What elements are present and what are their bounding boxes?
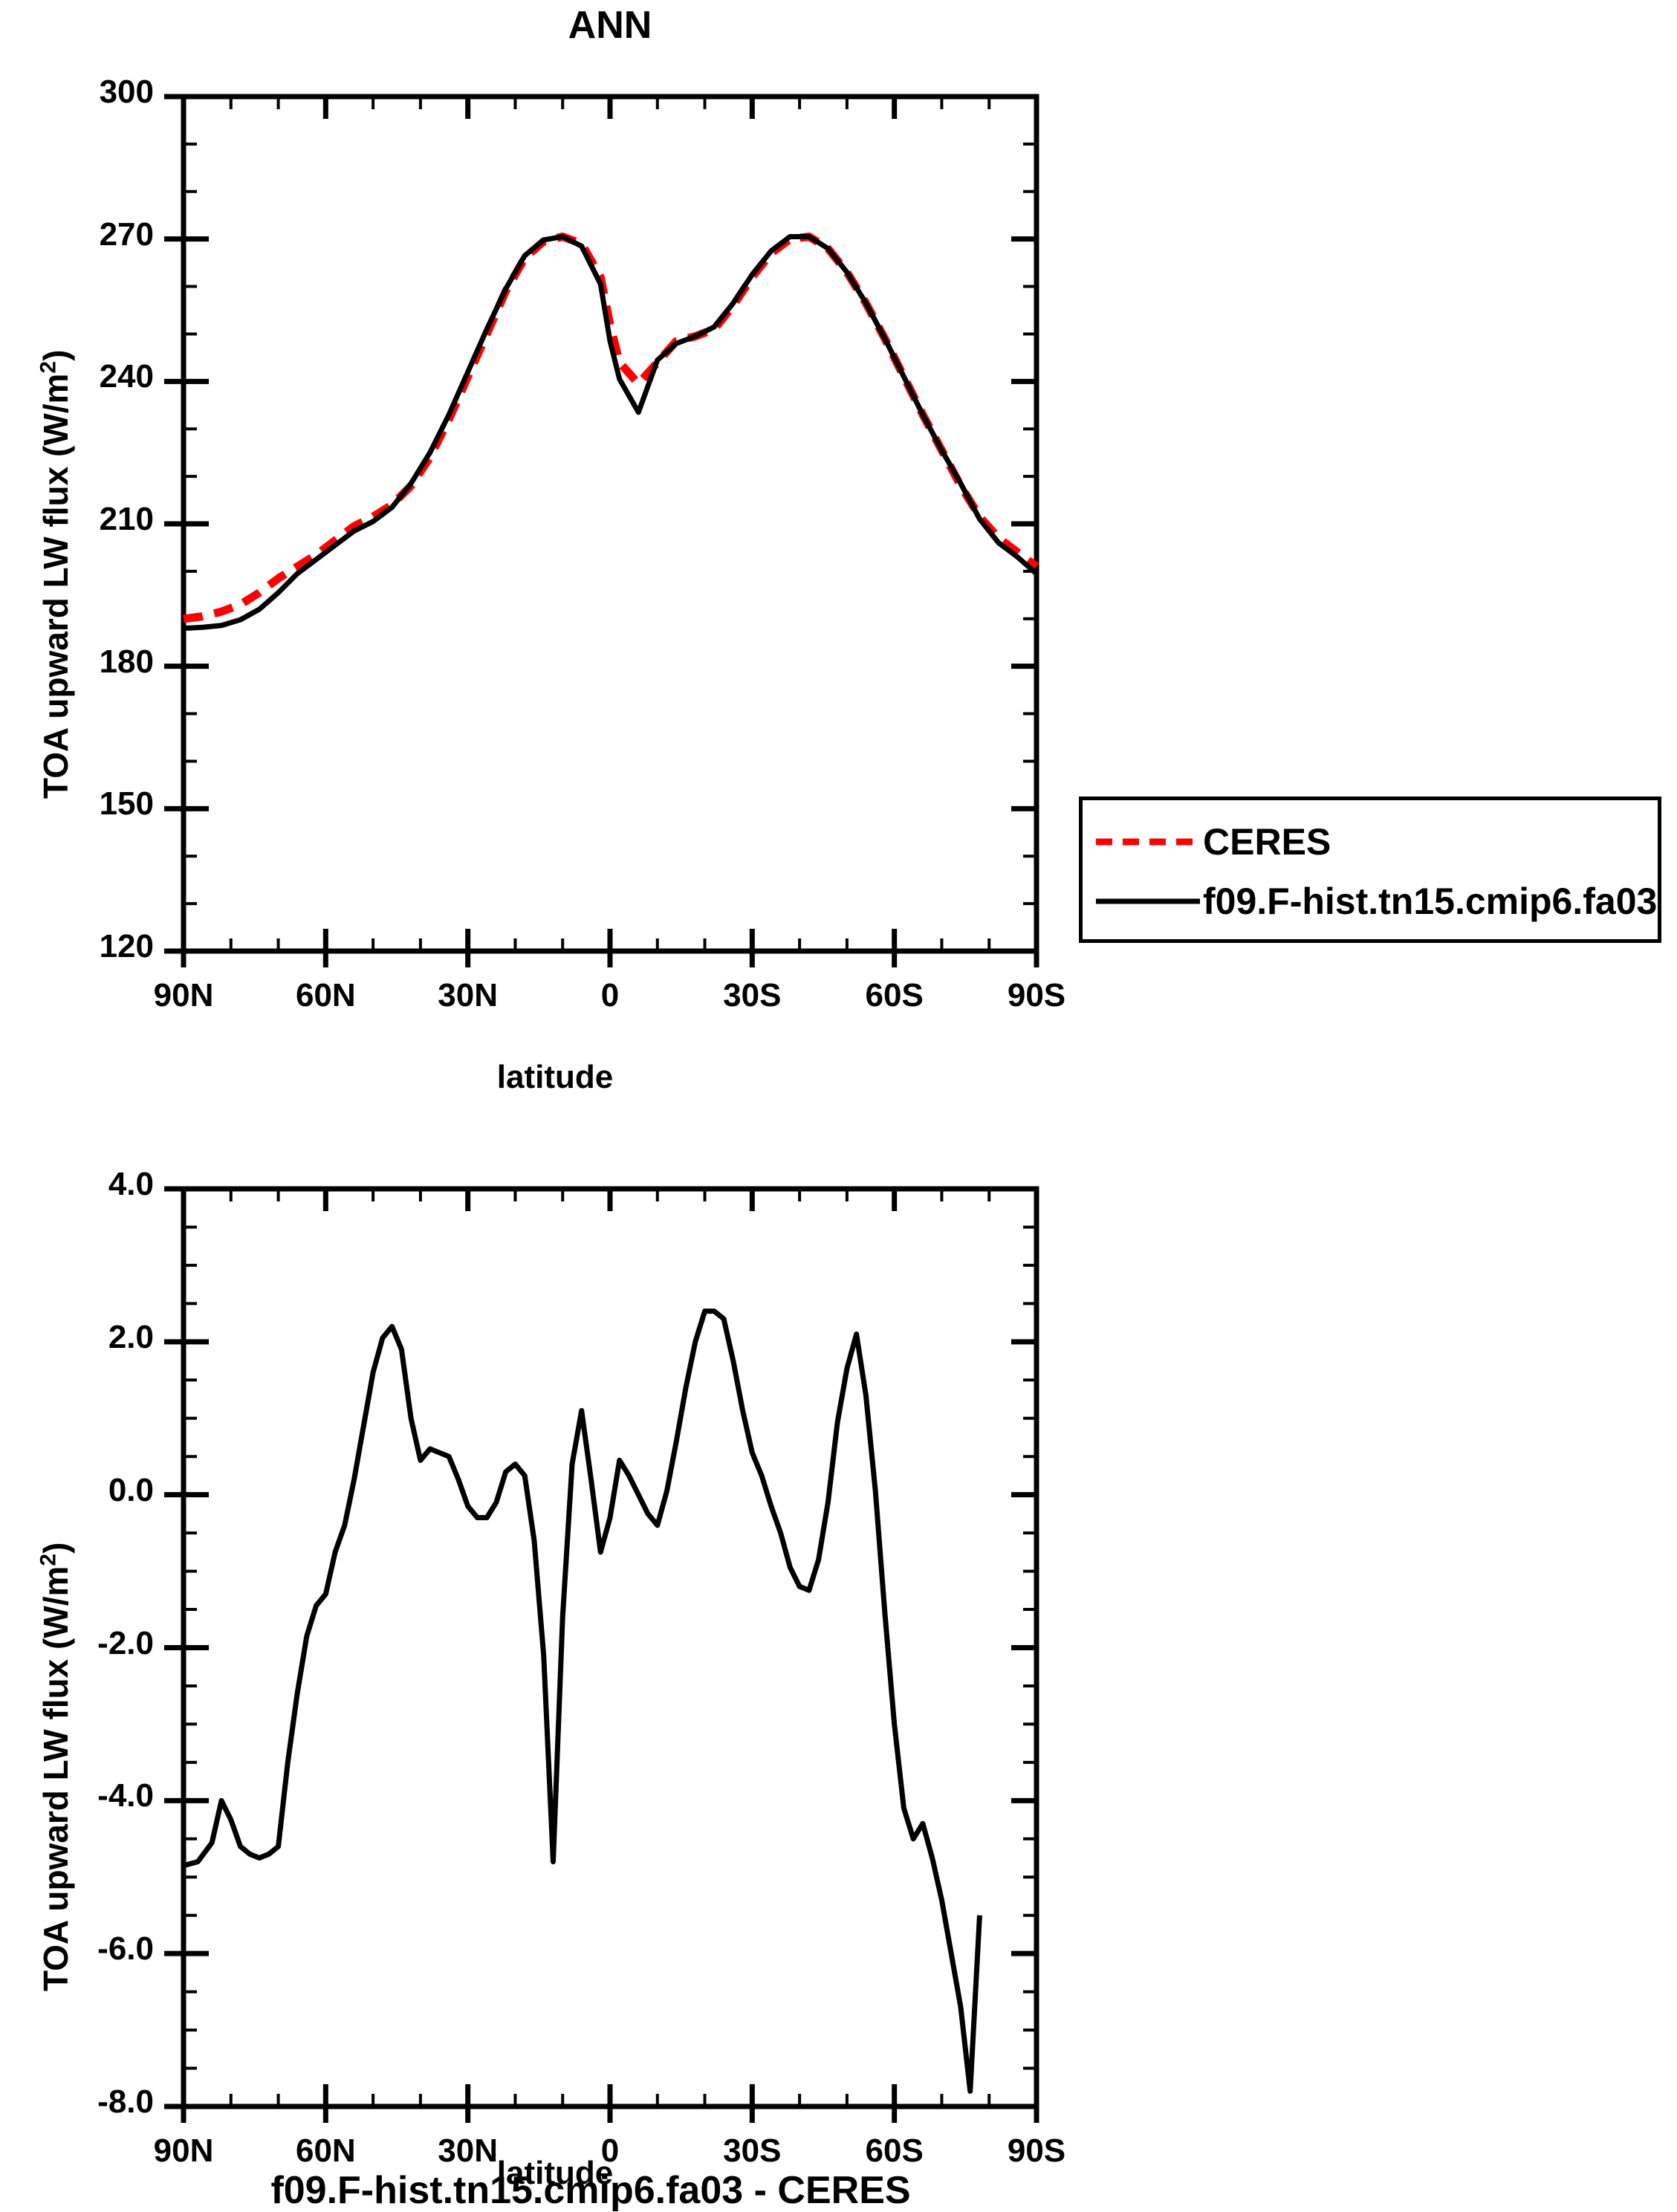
top-panel-title: ANN	[568, 4, 652, 47]
legend-label-ceres: CERES	[1203, 821, 1331, 863]
bottom-x-tick-label: 60N	[295, 2132, 356, 2169]
bottom-x-tick-label: 0	[600, 2132, 620, 2169]
legend-entry-model: f09.F-hist.tn15.cmip6.fa03	[1083, 872, 1658, 931]
bottom-y-tick-label: 4.0	[108, 1166, 154, 1202]
top-panel: ANN	[0, 0, 1115, 1115]
bottom-x-tick-label: 30S	[723, 2132, 782, 2169]
top-y-tick-label: 240	[99, 358, 154, 395]
top-y-tick-label: 210	[99, 501, 154, 537]
top-x-tick-label: 60S	[865, 977, 924, 1013]
top-y-tick-label: 300	[99, 74, 154, 110]
bottom-x-tick-label: 90S	[1007, 2132, 1066, 2169]
top-y-tick-label: 180	[99, 643, 154, 680]
top-x-tick-label: 30S	[723, 977, 782, 1013]
top-x-tick-label: 90S	[1007, 977, 1066, 1013]
top-y-tick-label: 150	[99, 785, 154, 823]
top-plot-frame	[181, 94, 1039, 954]
bottom-x-tick-label: 90N	[153, 2132, 214, 2169]
legend-entry-ceres: CERES	[1083, 812, 1658, 872]
legend-label-model: f09.F-hist.tn15.cmip6.fa03	[1203, 880, 1658, 922]
top-x-tick-label: 60N	[295, 977, 356, 1013]
top-x-tick-label: 30N	[438, 977, 499, 1013]
bottom-y-tick-label: 0.0	[108, 1471, 154, 1508]
bottom-plot-frame	[181, 1186, 1039, 2109]
top-series-1	[183, 233, 1039, 632]
bottom-y-tick-label: -2.0	[97, 1624, 154, 1661]
bottom-x-tick-label: 60S	[865, 2132, 924, 2169]
top-x-tick-label: 0	[600, 977, 620, 1013]
bottom-series-0	[183, 1308, 982, 2094]
top-y-tick-label: 120	[99, 928, 154, 964]
bottom-panel-x-axis-label: latitude	[496, 2155, 614, 2191]
top-series-0	[183, 232, 1039, 623]
bottom-y-tick-label: 2.0	[108, 1318, 154, 1355]
legend: CERES f09.F-hist.tn15.cmip6.fa03	[1079, 797, 1661, 943]
bottom-y-tick-label: -6.0	[97, 1930, 154, 1968]
bottom-y-tick-label: -4.0	[97, 1777, 154, 1814]
top-panel-graphics	[164, 94, 1039, 967]
legend-swatch-solid	[1096, 890, 1200, 912]
bottom-panel-graphics	[164, 1186, 1039, 2123]
bottom-x-tick-label: 30N	[438, 2132, 499, 2169]
top-y-tick-label: 270	[99, 215, 154, 253]
top-x-tick-label: 90N	[153, 977, 214, 1013]
bottom-y-tick-label: -8.0	[97, 2083, 154, 2120]
top-panel-x-axis-label: latitude	[496, 1059, 614, 1095]
legend-swatch-dashed	[1096, 831, 1200, 853]
